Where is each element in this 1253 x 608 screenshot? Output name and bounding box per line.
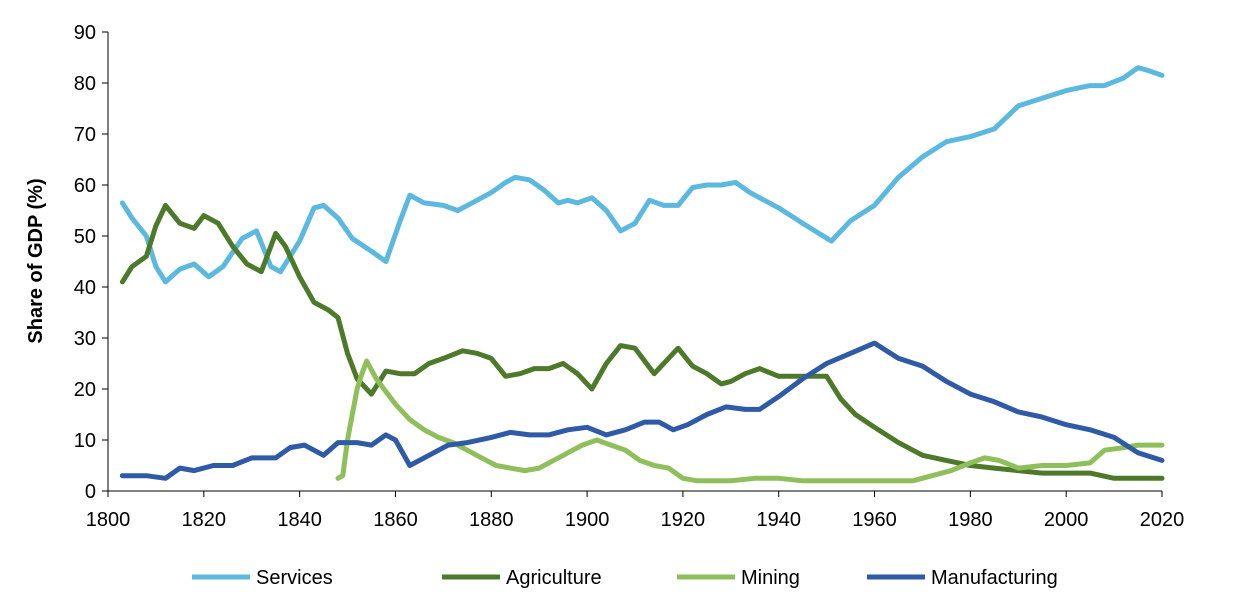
y-tick-label: 0 [85,481,96,503]
y-tick-label: 40 [74,277,96,299]
x-axis-ticks: 1800 1820 1840 1860 1880 1900 1920 1940 1960 1980… [86,491,1185,531]
axes [107,32,1162,492]
series-line-mining [335,358,1165,484]
y-axis-title: Share of GDP (%) [25,178,47,343]
x-tick-label: 1920 [661,509,706,531]
x-tick-label: 2000 [1044,509,1089,531]
x-tick-label: 1980 [948,509,993,531]
y-axis-ticks: 0 10 20 30 40 50 60 70 80 90 [74,22,108,503]
x-tick-label: 1960 [852,509,897,531]
y-tick-label: 90 [74,22,96,44]
y-tick-label: 30 [74,328,96,350]
y-tick-label: 60 [74,175,96,197]
y-tick-label: 70 [74,124,96,146]
y-tick-label: 80 [74,73,96,95]
series-line-manufacturing [119,340,1165,481]
x-tick-label: 1820 [182,509,227,531]
x-tick-label: 1840 [277,509,322,531]
series-line-services [119,65,1165,285]
x-tick-label: 1880 [469,509,514,531]
y-tick-label: 50 [74,226,96,248]
legend: Services Agriculture Mining Manufacturing [192,567,1058,589]
legend-label-manufacturing: Manufacturing [931,567,1058,589]
x-tick-label: 1860 [373,509,418,531]
y-tick-label: 20 [74,379,96,401]
legend-label-mining: Mining [741,567,800,589]
series-line-agriculture [119,202,1165,481]
x-tick-label: 2020 [1140,509,1185,531]
x-tick-label: 1800 [86,509,131,531]
x-tick-label: 1940 [756,509,801,531]
x-tick-label: 1900 [565,509,610,531]
series-lines [119,65,1165,484]
y-tick-label: 10 [74,430,96,452]
legend-label-agriculture: Agriculture [506,567,602,589]
legend-label-services: Services [256,567,333,589]
